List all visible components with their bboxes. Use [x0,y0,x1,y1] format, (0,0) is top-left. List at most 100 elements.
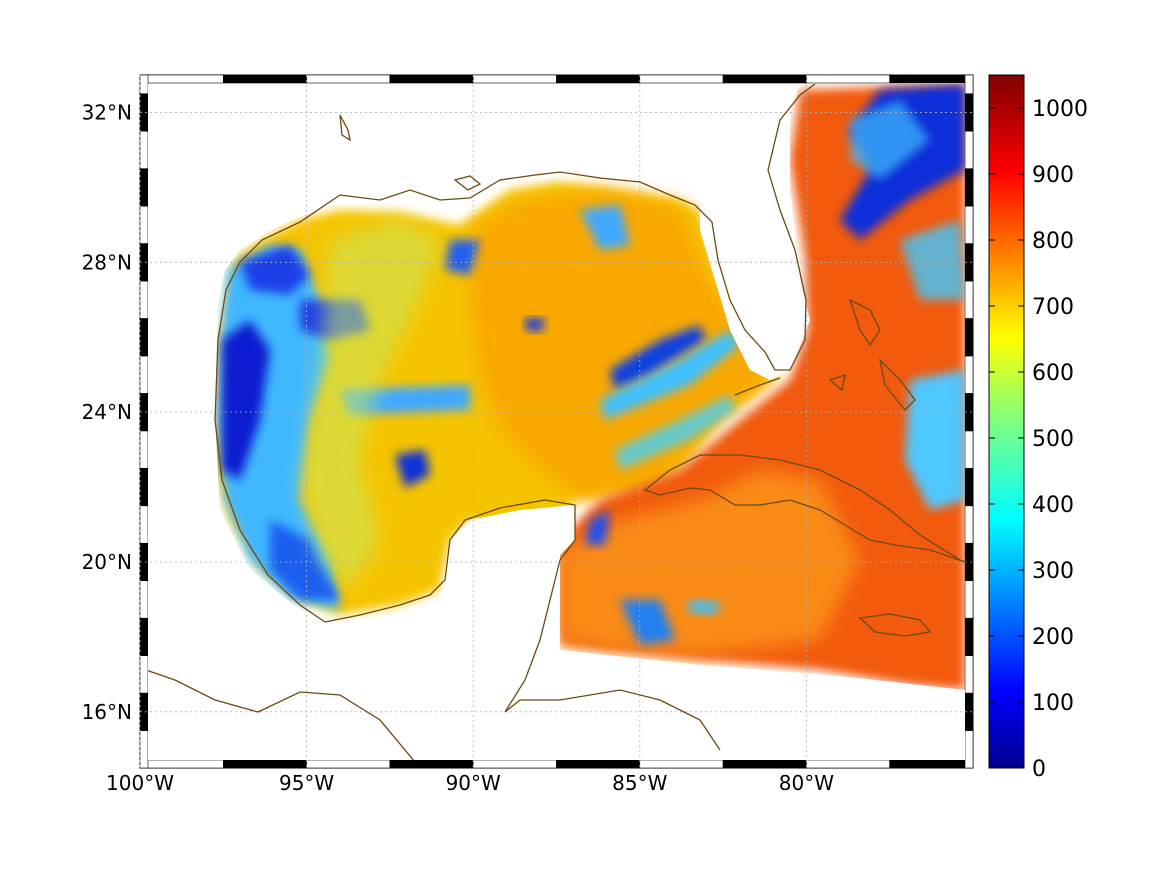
north-streak-2 [445,240,480,275]
frame-segment-left [139,130,149,169]
latitude-labels: 32°N 28°N 24°N 20°N 16°N [82,100,132,723]
frame-segment-right [964,168,974,207]
frame-segment-right [964,730,974,769]
frame-segment-top [722,74,807,84]
frame-segment-left [139,468,149,507]
yellow-green-zone [300,220,440,590]
frame-segment-bottom [556,759,641,769]
coast-sc [339,114,351,142]
nw-gulf-blue [240,245,310,295]
frame-segment-bottom [472,759,557,769]
yucatan-streak [585,510,610,545]
coast-mexico-us [214,84,816,623]
caribbean-cyan-small [688,600,720,615]
frame-segment-left [139,505,149,544]
frame-segment-top [306,74,391,84]
frame-segment-right [964,580,974,619]
land-north-mask [148,84,965,760]
se-gulf-cyan [615,395,735,470]
frame-segment-left [139,280,149,319]
frame-segment-top [389,74,474,84]
eddy-small [525,318,545,332]
frame-segment-right [964,74,974,95]
land-yucatan-mask [440,505,575,690]
colorbar-tick-label: 400 [1032,493,1074,518]
central-streak-2 [600,330,740,420]
lon-tick-label: 90°W [446,771,501,795]
frame-segment-left [139,730,149,769]
colorbar-tick-label: 1000 [1032,97,1088,122]
north-streak-1 [580,205,630,250]
colorbar-tick-label: 800 [1032,229,1074,254]
coast-gulf [148,670,415,760]
lat-tick-label: 28°N [82,250,132,274]
frame-segment-right [964,617,974,656]
lon-tick-label: 100°W [106,771,174,795]
coast-jamaica [858,613,932,637]
atlantic-cyan-2 [900,220,965,300]
colorbar-tick-label: 0 [1032,757,1046,782]
lat-tick-label: 32°N [82,100,132,124]
frame-segment-right [964,505,974,544]
lon-tick-label: 80°W [779,771,834,795]
grid-lines [139,75,973,768]
frame-segment-right [964,655,974,694]
frame-segment-bottom [722,759,807,769]
lat-tick-label: 24°N [82,400,132,424]
frame-segment-right [964,430,974,469]
data-field [148,84,965,760]
frame-segment-bottom [306,759,391,769]
frame-segment-right [964,468,974,507]
frame-segment-top [889,74,974,84]
colorbar-tick-label: 600 [1032,361,1074,386]
frame-segment-left [139,580,149,619]
frame-segment-bottom [389,759,474,769]
colorbar-tick-label: 300 [1032,559,1074,584]
frame-segment-left [139,355,149,394]
frame-segment-bottom [889,759,974,769]
frame-segment-top [139,74,224,84]
colorbar-tick-label: 900 [1032,163,1074,188]
colorbar-tick-label: 100 [1032,691,1074,716]
colorbar-tick-label: 200 [1032,625,1074,650]
colorbar-gradient [988,74,1025,769]
frame-segment-left [139,617,149,656]
coast-cuba [643,454,965,563]
central-streak-1 [610,325,705,390]
land-florida-mask [700,110,810,380]
colorbar-tick-label: 700 [1032,295,1074,320]
colorbar-tick-label: 500 [1032,427,1074,452]
frame-segment-right [964,280,974,319]
frame-segment-bottom [639,759,724,769]
caribbean-blue-streak [620,600,675,645]
central-blue-eddy [395,450,430,488]
frame-segment-bottom [806,759,891,769]
west-gulf-deep [222,320,270,480]
frame-segment-top [639,74,724,84]
frame-segment-left [139,430,149,469]
frame-segment-top [472,74,557,84]
atlantic-cyan-1 [850,100,930,180]
sw-gulf-blue [270,520,340,600]
longitude-labels: 100°W 95°W 90°W 85°W 80°W [106,771,834,795]
frame-segment-left [139,168,149,207]
coast-lake [453,175,482,191]
coast-keys [734,377,781,396]
frame-segment-bottom [139,759,224,769]
coast-yucatan [324,499,721,751]
lon-tick-label: 85°W [612,771,667,795]
frame-segment-left [139,318,149,357]
coast-bahamas-3 [828,374,846,392]
coastlines [148,84,965,760]
coast-bahamas-2 [878,358,916,411]
lat-tick-label: 16°N [82,700,132,724]
frame-segment-right [964,205,974,244]
lon-tick-label: 95°W [279,771,334,795]
frame-segment-bottom [223,759,307,769]
frame-segment-right [964,355,974,394]
frame-segment-left [139,74,149,95]
frame-segment-top [223,74,307,84]
frame-segment-right [964,318,974,357]
